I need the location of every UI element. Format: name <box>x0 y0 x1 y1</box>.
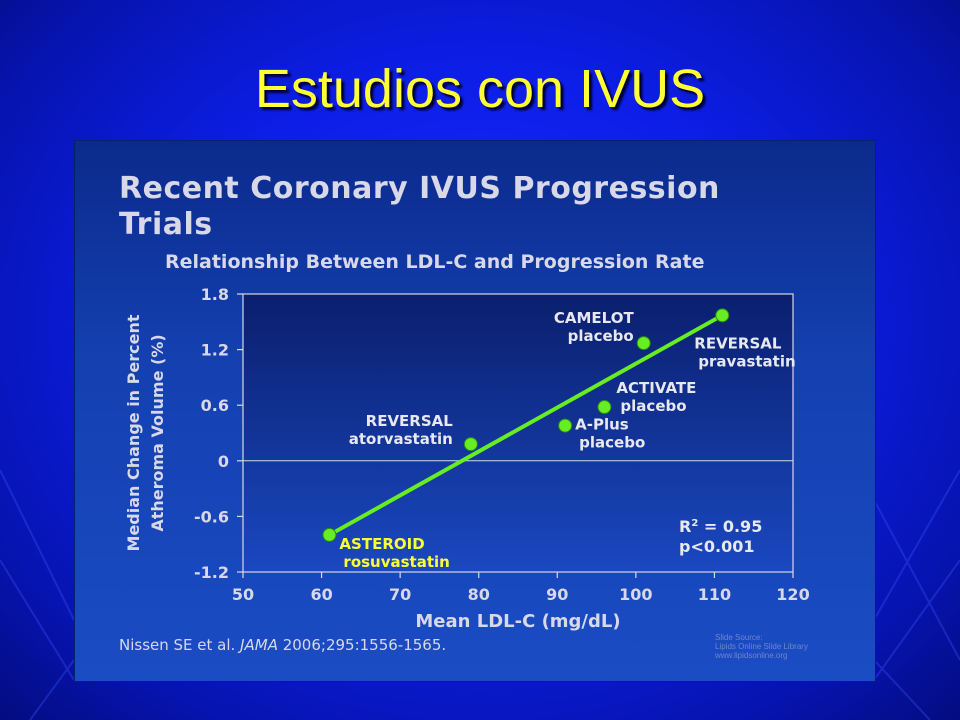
chart-figure: Recent Coronary IVUS Progression Trials … <box>74 140 876 682</box>
figure-title-line2: Trials <box>119 207 213 242</box>
data-point <box>715 308 730 323</box>
data-point <box>597 400 612 415</box>
figure-title-line1: Recent Coronary IVUS Progression <box>119 171 720 206</box>
data-point <box>636 336 651 351</box>
figure-title: Recent Coronary IVUS Progression Trials <box>119 171 839 243</box>
x-tick-label: 70 <box>389 585 411 604</box>
data-point <box>463 437 478 452</box>
y-tick-label: 0.6 <box>201 396 229 415</box>
y-axis-label-line2: Atheroma Volume (%) <box>148 334 167 531</box>
x-tick-label: 50 <box>232 585 254 604</box>
point-label-drug: pravastatin <box>698 352 795 370</box>
point-label-drug: placebo <box>568 327 634 345</box>
regression-line <box>328 313 724 537</box>
x-tick-label: 120 <box>776 585 809 604</box>
y-tick-label: -1.2 <box>194 563 229 582</box>
plot-area <box>242 293 794 573</box>
figure-subtitle: Relationship Between LDL-C and Progressi… <box>165 251 705 273</box>
y-axis-label-line1: Median Change in Percent <box>124 314 143 551</box>
x-tick-label: 110 <box>698 585 731 604</box>
x-tick-label: 80 <box>468 585 490 604</box>
point-label-drug: atorvastatin <box>349 430 453 448</box>
citation-rest: 2006;295:1556-1565. <box>277 636 447 654</box>
y-tick-label: 1.2 <box>201 341 229 360</box>
point-label-name: ASTEROID <box>339 535 424 553</box>
x-tick-label: 90 <box>546 585 568 604</box>
y-tick-label: -0.6 <box>194 507 229 526</box>
point-label-drug: placebo <box>620 397 686 415</box>
slide-source: Slide Source: Lipids Online Slide Librar… <box>715 633 865 660</box>
point-label-name: CAMELOT <box>554 309 635 327</box>
point-label-drug: rosuvastatin <box>343 553 449 571</box>
scatter-chart: 1.8 1.2 0.6 0 -0.6 -1.2 50 60 70 80 90 100 110 120 A… <box>124 285 810 632</box>
point-label-drug: placebo <box>579 434 645 452</box>
x-axis-label: Mean LDL-C (mg/dL) <box>415 611 620 632</box>
source-line-3: www.lipidsonline.org <box>715 651 788 660</box>
y-tick-label: 0 <box>218 452 229 471</box>
point-label-name: ACTIVATE <box>616 379 696 397</box>
x-tick-label: 60 <box>310 585 332 604</box>
point-label-name: REVERSAL <box>694 334 782 352</box>
citation-journal: JAMA <box>240 636 278 654</box>
source-line-1: Slide Source: <box>715 633 763 642</box>
data-point <box>322 527 337 542</box>
p-value-stat: p<0.001 <box>679 537 754 556</box>
r-squared-stat: R2 = 0.95 <box>679 517 762 536</box>
data-point <box>558 418 573 433</box>
point-label-name: A-Plus <box>575 416 629 434</box>
source-line-2: Lipids Online Slide Library <box>715 642 808 651</box>
point-label-name: REVERSAL <box>366 412 454 430</box>
citation-author: Nissen SE et al. <box>119 636 241 654</box>
slide-title: Estudios con IVUS <box>254 59 706 119</box>
x-tick-label: 100 <box>619 585 652 604</box>
y-tick-label: 1.8 <box>201 285 229 304</box>
citation: Nissen SE et al. JAMA 2006;295:1556-1565… <box>119 636 446 654</box>
